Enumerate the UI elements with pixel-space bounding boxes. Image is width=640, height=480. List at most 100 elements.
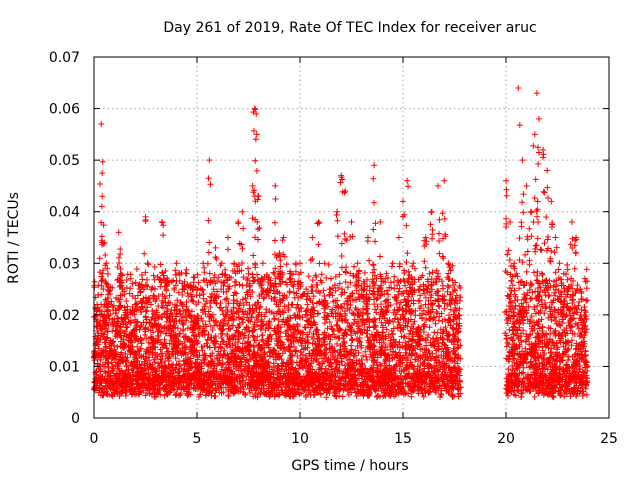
data-point <box>311 319 318 326</box>
data-point <box>221 316 228 323</box>
data-point <box>296 391 303 398</box>
data-point <box>270 316 277 323</box>
data-point <box>426 324 433 331</box>
data-point <box>583 391 590 398</box>
data-point <box>191 274 198 281</box>
data-point <box>402 282 409 289</box>
data-point <box>531 393 538 400</box>
data-point <box>172 267 179 274</box>
data-point <box>137 364 144 371</box>
data-point <box>123 277 130 284</box>
data-point <box>509 335 516 342</box>
data-point <box>584 297 591 304</box>
data-point <box>127 285 134 292</box>
data-point <box>520 369 527 376</box>
data-point <box>543 276 550 283</box>
data-point <box>325 261 332 268</box>
data-point <box>542 300 549 307</box>
data-point <box>525 303 532 310</box>
data-point <box>123 324 130 331</box>
data-point <box>417 292 424 299</box>
data-point <box>211 393 218 400</box>
data-point <box>539 347 546 354</box>
data-point <box>174 297 181 304</box>
data-point <box>439 318 446 325</box>
data-point <box>245 265 252 272</box>
data-point <box>309 277 316 284</box>
data-point <box>225 393 232 400</box>
data-point <box>441 305 448 312</box>
data-point <box>431 297 438 304</box>
data-point <box>338 286 345 293</box>
data-point <box>539 271 546 278</box>
data-point <box>341 362 348 369</box>
data-point <box>435 346 442 353</box>
data-point <box>151 276 158 283</box>
data-point <box>305 273 312 280</box>
data-point <box>444 288 451 295</box>
data-point <box>363 353 370 360</box>
data-point <box>396 285 403 292</box>
data-point <box>388 279 395 286</box>
data-point <box>318 271 325 278</box>
data-point <box>521 291 528 298</box>
data-point <box>364 327 371 334</box>
data-point <box>583 266 590 273</box>
data-point <box>440 296 447 303</box>
data-point <box>221 347 228 354</box>
data-point <box>420 307 427 314</box>
data-point <box>428 301 435 308</box>
data-point <box>338 358 345 365</box>
data-point <box>533 277 540 284</box>
data-point <box>315 359 322 366</box>
data-point <box>336 392 343 399</box>
data-point <box>581 307 588 314</box>
data-point <box>514 297 521 304</box>
data-point <box>539 324 546 331</box>
data-point <box>217 300 224 307</box>
data-point <box>321 292 328 299</box>
data-point <box>138 272 145 279</box>
data-point <box>504 339 511 346</box>
data-point <box>172 392 179 399</box>
data-point <box>240 335 247 342</box>
data-point <box>361 269 368 276</box>
data-point <box>571 265 578 272</box>
data-point <box>364 356 371 363</box>
data-point <box>339 393 346 400</box>
data-point <box>449 262 456 269</box>
data-point <box>563 361 570 368</box>
data-point <box>426 270 433 277</box>
data-point <box>436 303 443 310</box>
data-point <box>126 290 133 297</box>
data-point <box>363 330 370 337</box>
data-point <box>133 322 140 329</box>
data-point <box>581 304 588 311</box>
data-point <box>505 366 512 373</box>
data-point <box>235 335 242 342</box>
data-point <box>111 391 118 398</box>
data-point <box>206 270 213 277</box>
data-point <box>161 311 168 318</box>
data-point <box>129 280 136 287</box>
data-point <box>534 302 541 309</box>
data-point <box>433 308 440 315</box>
data-point <box>216 304 223 311</box>
data-point <box>124 303 131 310</box>
data-point <box>262 327 269 334</box>
data-point <box>422 301 429 308</box>
data-point <box>526 332 533 339</box>
data-point <box>360 287 367 294</box>
data-point <box>582 278 589 285</box>
data-point <box>127 271 134 278</box>
data-point <box>431 329 438 336</box>
data-point <box>342 278 349 285</box>
data-point <box>520 327 527 334</box>
data-point <box>396 304 403 311</box>
data-point <box>391 306 398 313</box>
data-point <box>201 269 208 276</box>
data-point <box>270 364 277 371</box>
data-point <box>124 323 131 330</box>
data-point <box>303 296 310 303</box>
data-point <box>205 308 212 315</box>
